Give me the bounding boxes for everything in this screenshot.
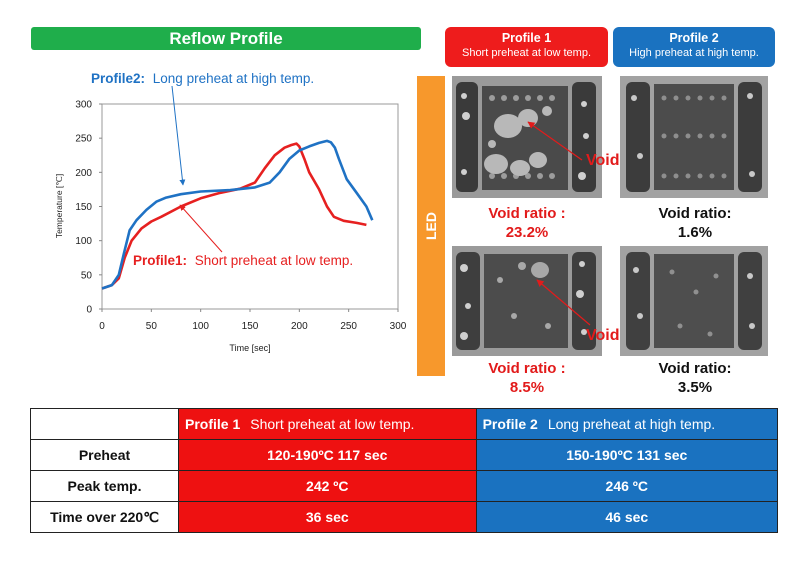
profile2-annotation: Profile2: Long preheat at high temp. <box>91 71 314 86</box>
profile2-header-bold: Profile 2 <box>482 416 538 432</box>
series-line-profile1 <box>101 142 367 290</box>
row-label: Peak temp. <box>30 470 179 502</box>
table-row: Peak temp. 242 ºC 246 ºC <box>30 470 779 502</box>
void-ratio-value: 23.2% <box>505 224 549 241</box>
y-tick-label: 50 <box>81 270 93 281</box>
xray-image-p1-top <box>452 76 602 198</box>
table-header-row: Profile 1 Short preheat at low temp. Prof… <box>30 408 779 440</box>
void-ratio-prefix: Void ratio : <box>488 205 566 222</box>
table-row: Time over 220℃ 36 sec 46 sec <box>30 501 779 533</box>
void-ratio-prefix: Void ratio: <box>658 205 732 222</box>
profile1-header-text: Short preheat at low temp. <box>250 416 415 432</box>
series-line-profile2 <box>101 139 374 290</box>
row-label: Preheat <box>30 439 179 471</box>
y-tick-label: 250 <box>75 134 92 145</box>
x-tick-label: 200 <box>291 321 308 332</box>
xray-image-p1-bottom <box>452 246 602 356</box>
x-tick-label: 50 <box>146 321 158 332</box>
profile1-header-bold: Profile 1 <box>185 416 241 432</box>
table-corner-cell <box>30 408 179 440</box>
void-ratio-p2-bottom: Void ratio: 3.5% <box>616 359 774 397</box>
x-tick-label: 300 <box>390 321 407 332</box>
xray-image-p2-bottom <box>620 246 768 356</box>
led-label-wrap: LED <box>417 76 445 376</box>
profile1-header: Profile 1 Short preheat at low temp. <box>445 27 608 67</box>
led-bar <box>417 76 445 376</box>
y-tick-label: 100 <box>75 236 92 247</box>
x-tick-label: 0 <box>99 321 105 332</box>
cell-profile2: 46 sec <box>475 501 779 533</box>
x-tick-label: 150 <box>242 321 259 332</box>
profile1-header-desc: Short preheat at low temp. <box>461 47 591 59</box>
x-axis-label: Time [sec] <box>229 343 270 353</box>
void-ratio-p1-top: Void ratio : 23.2% <box>448 204 606 242</box>
y-tick-label: 300 <box>75 100 92 111</box>
xray-image-p2-top <box>620 76 768 198</box>
table-row: Preheat 120-190ºC 117 sec 150-190ºC 131 … <box>30 439 779 471</box>
y-tick-label: 150 <box>75 202 92 213</box>
profile2-header-desc: High preheat at high temp. <box>629 47 759 59</box>
x-tick-label: 100 <box>192 321 209 332</box>
profile2-header: Profile 2 High preheat at high temp. <box>613 27 775 67</box>
profile1-annotation-arrow <box>179 204 223 253</box>
reflow-chart: 0 50 100 150 200 250 300 0 50 100 150 200 250 300 Ti… <box>54 71 407 353</box>
y-axis-label: Temperature [℃] <box>54 174 64 238</box>
table-header-profile1: Profile 1 Short preheat at low temp. <box>178 408 477 440</box>
void-ratio-value: 8.5% <box>509 379 545 396</box>
cell-profile1: 242 ºC <box>178 470 477 502</box>
void-ratio-p1-bottom: Void ratio : 8.5% <box>448 359 606 397</box>
page-title: Reflow Profile <box>31 27 421 50</box>
cell-profile1: 36 sec <box>178 501 477 533</box>
void-ratio-p2-top: Void ratio: 1.6% <box>616 204 774 242</box>
cell-profile1: 120-190ºC 117 sec <box>178 439 477 471</box>
plot-area <box>101 103 399 310</box>
profile1-annotation: Profile1: Short preheat at low temp. <box>133 253 353 268</box>
led-label: LED <box>423 212 439 240</box>
cell-profile2: 150-190ºC 131 sec <box>475 439 779 471</box>
table-header-profile2: Profile 2 Long preheat at high temp. <box>475 408 779 440</box>
y-tick-label: 200 <box>75 168 92 179</box>
profile2-header-text: Long preheat at high temp. <box>547 416 716 432</box>
profile-comparison-table: Profile 1 Short preheat at low temp. Prof… <box>30 408 779 533</box>
profile2-annotation-arrow <box>171 85 186 186</box>
void-ratio-value: 3.5% <box>677 379 713 396</box>
profile1-header-name: Profile 1 <box>501 31 552 45</box>
profile2-header-name: Profile 2 <box>669 31 719 45</box>
void-ratio-prefix: Void ratio: <box>658 360 732 377</box>
void-ratio-prefix: Void ratio : <box>488 360 566 377</box>
x-tick-label: 250 <box>340 321 357 332</box>
void-label-bottom: Void <box>586 327 620 344</box>
void-ratio-value: 1.6% <box>677 224 713 241</box>
row-label: Time over 220℃ <box>30 501 179 533</box>
y-tick-label: 0 <box>86 305 92 316</box>
cell-profile2: 246 ºC <box>475 470 779 502</box>
void-label-top: Void <box>586 152 620 169</box>
